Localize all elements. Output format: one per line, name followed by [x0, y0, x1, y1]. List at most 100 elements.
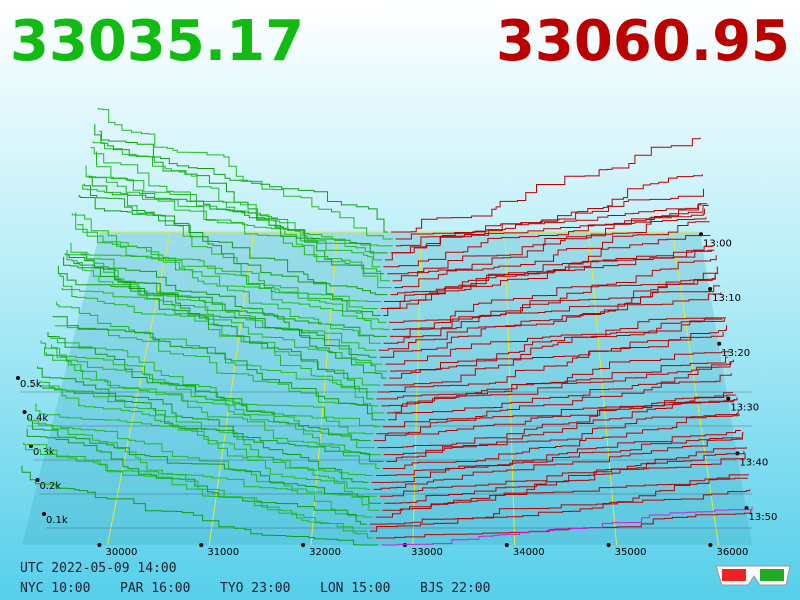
grid-line: [588, 231, 618, 546]
time-label: 13:20: [721, 348, 750, 359]
bid-depth-line: [52, 315, 386, 421]
bid-depth-line: [71, 213, 381, 344]
bid-depth-line: [77, 224, 387, 323]
bid-depth-line: [78, 194, 381, 316]
depth-lines: [21, 107, 753, 546]
ask-depth-line: [395, 174, 703, 247]
bid-depth-line: [97, 107, 393, 240]
ask-depth-line: [392, 204, 709, 282]
tick-dot: [726, 396, 731, 401]
tick-dot: [606, 543, 611, 547]
bid-depth-line: [49, 336, 374, 435]
tick-dot: [199, 543, 204, 547]
zone-time: TYO 23:00: [220, 581, 290, 596]
bid-depth-line: [26, 428, 367, 525]
bid-depth-line: [63, 256, 387, 379]
time-label: 13:40: [739, 457, 768, 468]
bid-depth-line: [30, 384, 380, 511]
ask-price: 33060.95: [496, 9, 790, 74]
bid-depth-line: [89, 176, 385, 275]
ask-depth-line: [389, 318, 725, 379]
bid-depth-line: [83, 183, 388, 296]
time-label: 13:10: [712, 293, 741, 304]
ask-depth-line: [381, 506, 753, 546]
price-label: 35000: [615, 547, 647, 558]
ask-depth-line: [375, 477, 748, 518]
ask-depth-line: [382, 414, 740, 469]
time-label: 13:50: [749, 512, 778, 523]
glasses-icon: [715, 565, 791, 586]
zone-time: LON 15:00: [320, 581, 390, 596]
bid-depth-line: [21, 465, 379, 546]
bid-depth-line: [23, 442, 373, 539]
ask-depth-line: [377, 325, 728, 393]
ask-depth-line: [390, 235, 711, 296]
ask-depth-line: [394, 221, 710, 289]
bid-depth-line: [61, 288, 381, 386]
bid-depth-line: [44, 347, 381, 456]
price-label: 32000: [309, 547, 341, 558]
ask-depth-line: [383, 272, 719, 344]
ask-depth-line: [371, 437, 742, 483]
bid-depth-line: [85, 165, 392, 289]
price-label: 30000: [106, 547, 138, 558]
price-label: 36000: [717, 547, 749, 558]
ask-depth-line: [373, 432, 744, 490]
time-label: 13:30: [730, 403, 759, 414]
bid-depth-line: [90, 146, 381, 268]
bid-depth-line: [47, 331, 371, 442]
tick-dot: [402, 543, 407, 547]
tick-dot: [16, 376, 20, 380]
tick-dot: [717, 341, 722, 346]
zone-time: PAR 16:00: [120, 581, 190, 596]
grid-line: [412, 231, 422, 546]
bid-depth-line: [82, 184, 382, 303]
ask-depth-line: [392, 255, 717, 330]
ask-depth-line: [377, 394, 737, 449]
time-label: 13:00: [703, 238, 732, 249]
bid-depth-line: [42, 387, 384, 463]
depth-label: 0.3k: [33, 447, 55, 458]
tick-dot: [744, 506, 749, 511]
zone-time: BJS 22:00: [420, 581, 490, 596]
ask-depth-line: [373, 399, 736, 442]
ask-depth-line: [386, 409, 739, 463]
depth-label: 0.2k: [40, 481, 62, 492]
tick-dot: [708, 287, 713, 292]
ask-depth-line: [379, 292, 722, 358]
ask-depth-line: [385, 318, 723, 365]
ask-depth-line: [383, 217, 707, 268]
bid-depth-line: [64, 253, 388, 372]
tick-dot: [22, 410, 27, 414]
zone-time: NYC 10:00: [20, 581, 90, 596]
bid-depth-line: [35, 403, 371, 490]
bid-depth-line: [59, 274, 375, 393]
tick-dot: [97, 543, 102, 547]
ask-depth-line: [384, 208, 706, 261]
ask-depth-line: [376, 359, 734, 435]
bid-depth-line: [87, 175, 390, 282]
ask-depth-line: [383, 397, 738, 456]
bid-depth-line: [57, 265, 374, 400]
bid-depth-line: [33, 422, 377, 497]
ask-depth-line: [388, 373, 732, 421]
tick-dot: [504, 543, 509, 547]
ask-depth-line: [387, 361, 731, 414]
ask-depth-line: [390, 188, 704, 254]
bid-depth-line: [31, 420, 382, 504]
depth-label: 0.5k: [20, 379, 42, 390]
ask-depth-line: [378, 285, 721, 351]
ask-depth-line: [383, 392, 733, 428]
price-label: 33000: [411, 547, 443, 558]
bid-depth-line: [45, 352, 375, 449]
bid-depth-line: [37, 366, 369, 483]
tick-dot: [42, 512, 46, 516]
ask-depth-line: [379, 450, 745, 497]
bid-depth-line: [94, 124, 388, 254]
bid-depth-line: [54, 325, 385, 414]
bid-depth-line: [80, 253, 378, 310]
tick-dot: [708, 543, 713, 547]
tick-dot: [301, 543, 306, 547]
